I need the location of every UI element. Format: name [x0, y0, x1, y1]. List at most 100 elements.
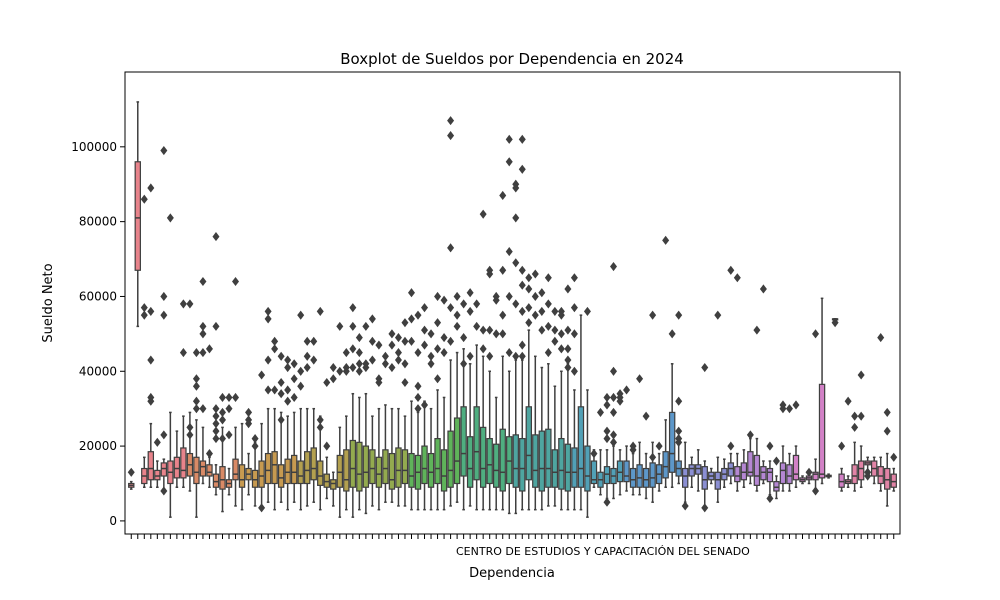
box-group [557, 306, 565, 511]
outlier-point [518, 351, 526, 361]
outlier-point [205, 449, 213, 459]
box [818, 383, 826, 479]
box-group [890, 452, 898, 492]
outlier-point [447, 243, 455, 253]
box-group [492, 291, 500, 511]
box [134, 161, 141, 271]
x-axis-label: Dependencia [469, 566, 555, 581]
box [532, 434, 539, 488]
outlier-point [610, 407, 618, 417]
box-group [695, 449, 702, 492]
box-group [486, 265, 494, 511]
box-group [499, 190, 507, 511]
outlier-point [655, 441, 663, 451]
box-group [440, 295, 448, 511]
outlier-point [290, 374, 298, 384]
box-group [368, 314, 376, 507]
box-group [258, 370, 266, 513]
box-group [186, 299, 194, 492]
outlier-point [583, 306, 591, 316]
box-group [453, 291, 461, 503]
outlier-point [772, 456, 780, 466]
box [493, 443, 500, 488]
outlier-point [447, 336, 455, 346]
box [199, 460, 207, 477]
outlier-point [518, 340, 526, 350]
outlier-point [746, 430, 754, 440]
outlier-point [570, 366, 578, 376]
outlier-point [297, 310, 305, 320]
box-group [192, 348, 200, 518]
outlier-point [603, 497, 611, 507]
box [154, 469, 161, 481]
outlier-point [192, 374, 200, 384]
outlier-point [407, 288, 415, 298]
outlier-point [525, 303, 533, 313]
box [330, 479, 337, 490]
outlier-point [192, 396, 200, 406]
box-group [179, 299, 187, 488]
outlier-point [245, 407, 253, 417]
box [434, 438, 441, 485]
box-group [316, 306, 324, 511]
outlier-point [531, 269, 539, 279]
outlier-point [264, 314, 272, 324]
outlier-point [284, 362, 292, 373]
box-group [225, 392, 233, 496]
outlier-point [297, 381, 305, 391]
box [551, 449, 559, 488]
box-group [759, 284, 767, 485]
box-group [447, 116, 455, 507]
box-group [642, 411, 650, 500]
box [206, 464, 213, 477]
box-group [864, 456, 872, 481]
outlier-point [434, 374, 442, 384]
outlier-point [127, 467, 135, 477]
box [877, 466, 884, 485]
outlier-point [479, 209, 487, 219]
outlier-point [727, 441, 735, 451]
outlier-point [186, 422, 194, 432]
y-tick-label: 60000 [79, 289, 117, 303]
box-group [681, 441, 689, 511]
outlier-point [212, 419, 220, 429]
outlier-point [349, 344, 357, 354]
box [792, 454, 800, 481]
outlier-point [258, 503, 266, 513]
outlier-point [766, 441, 774, 451]
box [753, 454, 761, 486]
box-group [518, 134, 526, 511]
outlier-point [479, 325, 487, 335]
outlier-point [759, 284, 767, 294]
outlier-point [636, 374, 644, 384]
box-group [577, 314, 585, 511]
box-group [232, 276, 240, 507]
box-group [772, 456, 780, 500]
outlier-point [323, 441, 331, 451]
outlier-point [355, 333, 363, 343]
outlier-point [610, 437, 618, 447]
box [668, 411, 676, 473]
box [695, 464, 702, 475]
outlier-point [792, 400, 800, 410]
outlier-point [160, 486, 168, 496]
outlier-point [668, 329, 676, 339]
outlier-point [147, 396, 155, 406]
outlier-point [551, 325, 559, 335]
box [271, 451, 278, 485]
outlier-point [355, 366, 363, 376]
outlier-point [701, 503, 709, 513]
outlier-point [466, 306, 474, 316]
box-group [434, 291, 442, 511]
box [382, 449, 389, 485]
box-group [277, 351, 285, 503]
outlier-point [557, 329, 565, 339]
outlier-point [883, 426, 891, 436]
outlier-point [349, 362, 357, 373]
outlier-point [831, 318, 839, 328]
outlier-point [505, 348, 513, 358]
box-group [655, 441, 663, 492]
outlier-point [329, 374, 337, 384]
box-group [616, 389, 624, 496]
